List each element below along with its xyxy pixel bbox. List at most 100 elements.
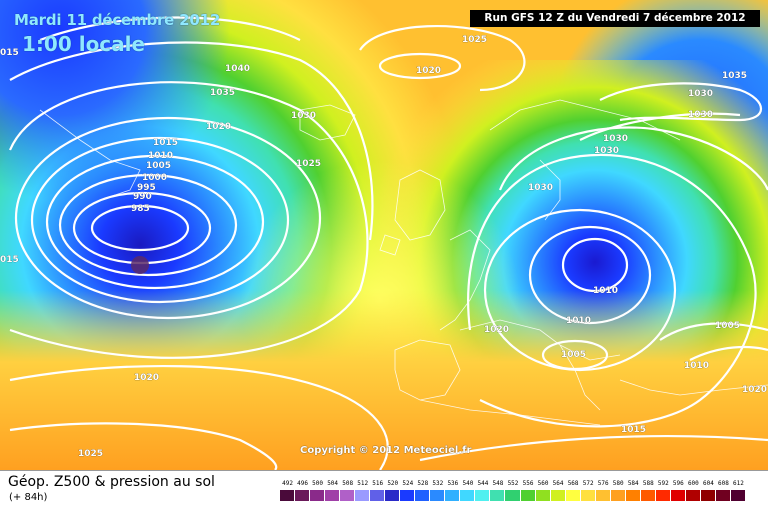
- scale-cell: 520: [385, 480, 401, 506]
- scale-cell: 596: [670, 480, 686, 506]
- color-scale: 492 496 500 504 508 512 516 520 524 528 532 536 540 5…: [280, 480, 746, 506]
- scale-cell: 548: [490, 480, 506, 506]
- scale-swatch: [565, 490, 581, 501]
- scale-swatch: [700, 490, 716, 501]
- scale-cell: 580: [610, 480, 626, 506]
- scale-cell: 528: [415, 480, 431, 506]
- scale-swatch: [460, 490, 476, 501]
- isobar-label: 1030: [603, 134, 628, 144]
- scale-cell: 568: [565, 480, 581, 506]
- isobar-label: 1035: [210, 88, 235, 98]
- isobar-label: 990: [133, 192, 152, 202]
- scale-swatch: [400, 490, 416, 501]
- scale-value: 596: [672, 480, 684, 487]
- scale-cell: 492: [280, 480, 296, 506]
- scale-value: 520: [387, 480, 399, 487]
- isobar-labels: 015 1040 1035 1020 1015 1010 1005 1000 9…: [0, 35, 767, 459]
- scale-cell: 560: [535, 480, 551, 506]
- scale-cell: 576: [595, 480, 611, 506]
- isobar-label: 1030: [528, 183, 553, 193]
- isobar-label: 1040: [225, 64, 250, 74]
- scale-cell: 496: [295, 480, 311, 506]
- scale-swatch: [670, 490, 686, 501]
- scale-swatch: [475, 490, 491, 501]
- scale-swatch: [685, 490, 701, 501]
- scale-cell: 608: [715, 480, 731, 506]
- scale-value: 588: [642, 480, 654, 487]
- scale-swatch: [595, 490, 611, 501]
- isobar-label: 1035: [722, 71, 747, 81]
- scale-cell: 588: [640, 480, 656, 506]
- legend-subtitle: (+ 84h): [9, 492, 48, 503]
- scale-cell: 524: [400, 480, 416, 506]
- scale-cell: 556: [520, 480, 536, 506]
- scale-value: 600: [687, 480, 699, 487]
- isobar-label: 1025: [78, 449, 103, 459]
- scale-cell: 600: [685, 480, 701, 506]
- legend-bar: Géop. Z500 & pression au sol (+ 84h) 492…: [0, 470, 768, 513]
- scale-swatch: [355, 490, 371, 501]
- scale-swatch: [505, 490, 521, 501]
- isobar-label: 1010: [684, 361, 709, 371]
- scale-value: 528: [417, 480, 429, 487]
- scale-value: 592: [657, 480, 669, 487]
- scale-swatch: [730, 490, 746, 501]
- isobar-label: 1015: [621, 425, 646, 435]
- scale-swatch: [625, 490, 641, 501]
- scale-value: 556: [522, 480, 534, 487]
- scale-swatch: [295, 490, 311, 501]
- scale-value: 576: [597, 480, 609, 487]
- scale-value: 560: [537, 480, 549, 487]
- scale-cell: 532: [430, 480, 446, 506]
- scale-swatch: [715, 490, 731, 501]
- isobar-lines: [8, 16, 768, 470]
- scale-value: 496: [297, 480, 308, 487]
- scale-value: 532: [432, 480, 444, 487]
- map-canvas: 015 1040 1035 1020 1015 1010 1005 1000 9…: [0, 0, 768, 470]
- scale-swatch: [445, 490, 461, 501]
- scale-value: 504: [327, 480, 339, 487]
- isobar-label: 1010: [148, 151, 173, 161]
- scale-cell: 592: [655, 480, 671, 506]
- scale-value: 540: [462, 480, 474, 487]
- scale-value: 492: [282, 480, 293, 487]
- scale-swatch: [415, 490, 431, 501]
- scale-swatch: [370, 490, 386, 501]
- isobar-label: 1020: [134, 373, 159, 383]
- scale-swatch: [550, 490, 566, 501]
- scale-value: 608: [718, 480, 729, 487]
- scale-swatch: [640, 490, 656, 501]
- scale-swatch: [580, 490, 596, 501]
- isobar-label: 1020: [742, 385, 767, 395]
- isobar-label: 1005: [715, 321, 740, 331]
- scale-cell: 508: [340, 480, 356, 506]
- isobar-label: 015: [0, 48, 19, 58]
- scale-swatch: [520, 490, 536, 501]
- weather-map: 015 1040 1035 1020 1015 1010 1005 1000 9…: [0, 0, 768, 470]
- isobar-label: 1010: [593, 286, 618, 296]
- forecast-date: Mardi 11 décembre 2012: [14, 11, 221, 29]
- isobar-label: 1020: [416, 66, 441, 76]
- scale-value: 604: [702, 480, 714, 487]
- low-center-marker: [131, 256, 149, 274]
- scale-value: 544: [477, 480, 489, 487]
- isobar-label: 1030: [291, 111, 316, 121]
- isobar-label: 1005: [146, 161, 171, 171]
- scale-swatch: [385, 490, 401, 501]
- copyright-notice: Copyright © 2012 Meteociel.fr: [300, 445, 472, 456]
- scale-value: 572: [582, 480, 594, 487]
- scale-value: 584: [627, 480, 639, 487]
- scale-cell: 544: [475, 480, 491, 506]
- isobar-label: 985: [131, 204, 150, 214]
- scale-swatch: [430, 490, 446, 501]
- scale-cell: 604: [700, 480, 716, 506]
- scale-cell: 564: [550, 480, 566, 506]
- scale-value: 536: [447, 480, 459, 487]
- scale-value: 548: [492, 480, 504, 487]
- scale-swatch: [325, 490, 341, 501]
- scale-swatch: [655, 490, 671, 501]
- scale-value: 568: [567, 480, 579, 487]
- isobar-label: 1025: [462, 35, 487, 45]
- isobar-label: 1000: [142, 173, 167, 183]
- scale-cell: 536: [445, 480, 461, 506]
